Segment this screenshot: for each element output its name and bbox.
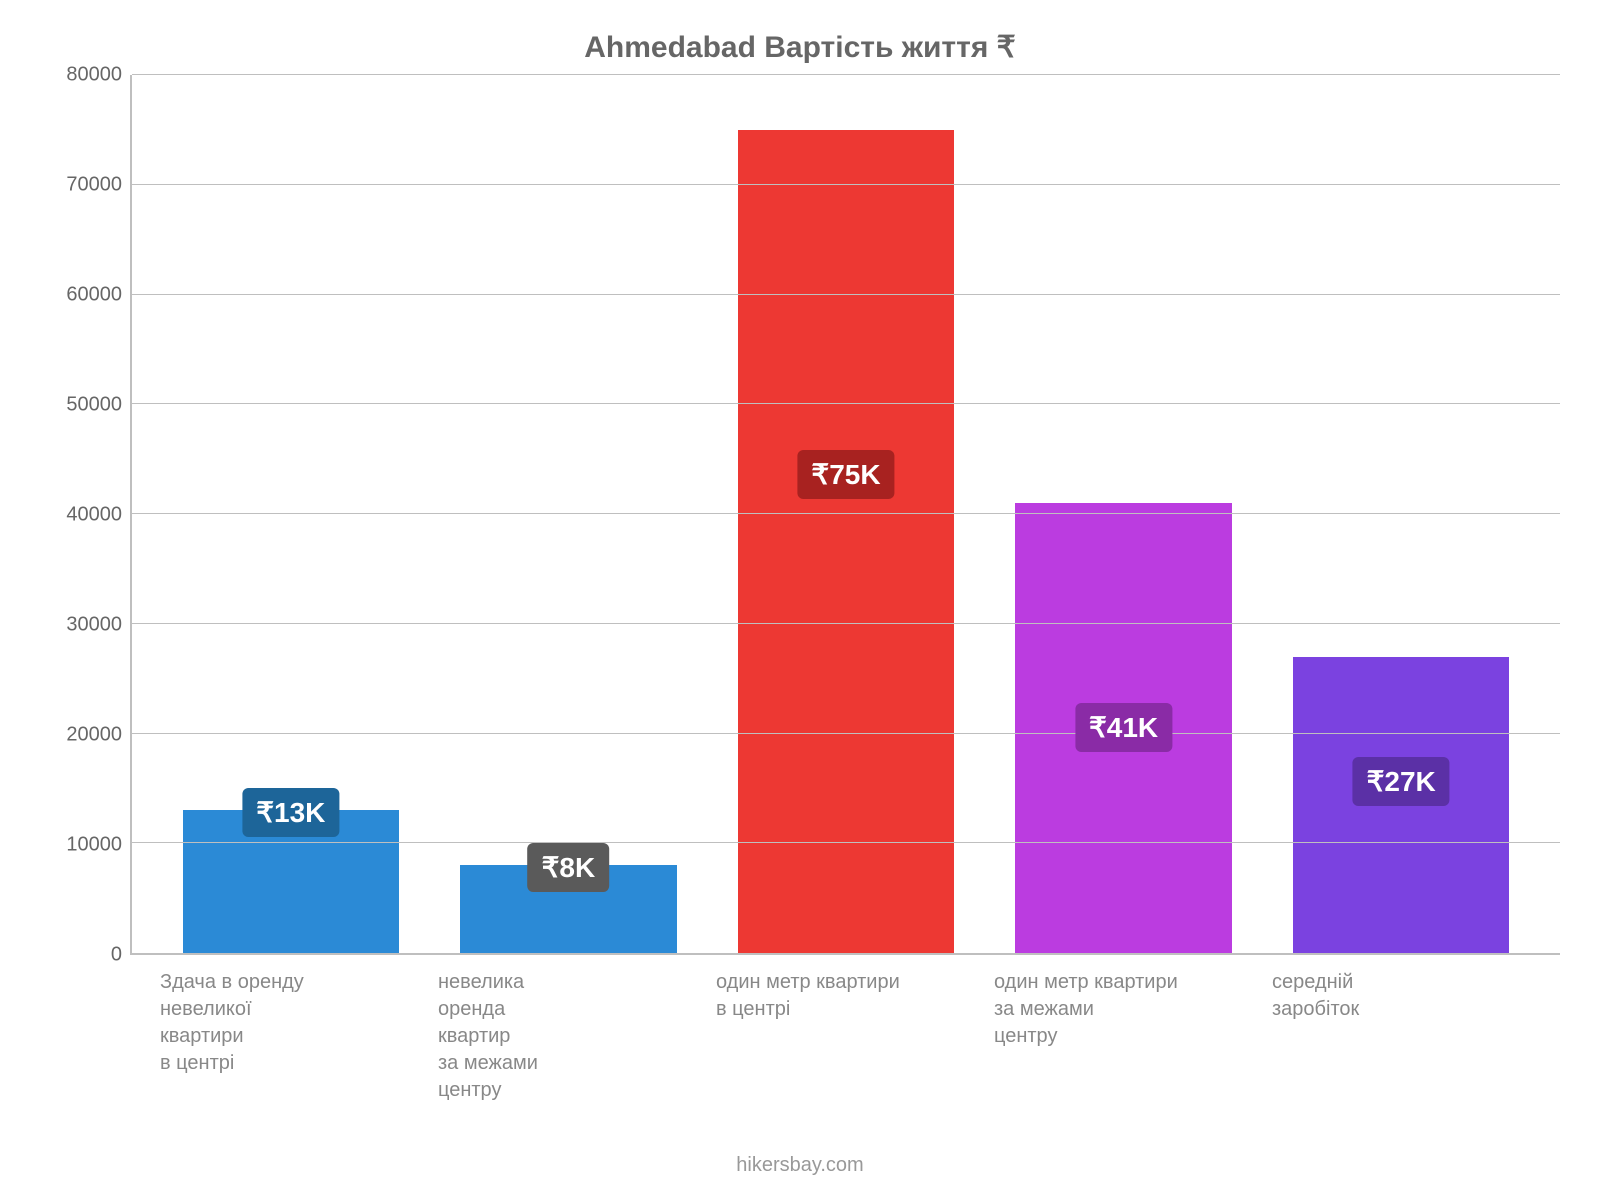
x-category-label: один метр квартири за межами центру [994, 969, 1194, 1050]
y-axis: 0100002000030000400005000060000700008000… [40, 75, 130, 955]
chart-title: Ahmedabad Вартість життя ₹ [40, 30, 1560, 65]
x-category-label: Здача в оренду невеликої квартири в цент… [160, 969, 360, 1077]
bar-value-label: ₹27K [1353, 757, 1450, 806]
y-tick-label: 40000 [42, 504, 122, 527]
y-tick-label: 20000 [42, 724, 122, 747]
bar-value-label: ₹13K [242, 788, 339, 837]
gridline [132, 513, 1560, 514]
footer-credit: hikersbay.com [40, 1154, 1560, 1177]
x-category-label: середній заробіток [1272, 969, 1472, 1023]
bar-value-label: ₹41K [1075, 703, 1172, 752]
gridline [132, 184, 1560, 185]
plot-area: ₹13K ₹8K ₹75K ₹41K ₹27K [130, 75, 1560, 955]
x-slot: невелика оренда квартир за межами центру [428, 969, 706, 1104]
plot-row: 0100002000030000400005000060000700008000… [40, 75, 1560, 955]
gridline [132, 294, 1560, 295]
bar-slot: ₹8K [430, 75, 708, 953]
bar: ₹75K [738, 130, 955, 953]
x-slot: один метр квартири в центрі [706, 969, 984, 1104]
bars-layer: ₹13K ₹8K ₹75K ₹41K ₹27K [132, 75, 1560, 953]
gridline [132, 733, 1560, 734]
bar-value-label: ₹75K [797, 450, 894, 499]
y-tick-label: 50000 [42, 394, 122, 417]
x-category-label: невелика оренда квартир за межами центру [438, 969, 638, 1104]
y-tick-label: 80000 [42, 64, 122, 87]
bar: ₹27K [1293, 657, 1510, 953]
gridline [132, 403, 1560, 404]
x-axis: Здача в оренду невеликої квартири в цент… [40, 969, 1560, 1104]
bar: ₹13K [183, 810, 400, 953]
y-tick-label: 10000 [42, 834, 122, 857]
gridline [132, 74, 1560, 75]
x-slot: один метр квартири за межами центру [984, 969, 1262, 1104]
bar-slot: ₹41K [985, 75, 1263, 953]
gridline [132, 623, 1560, 624]
bar-slot: ₹13K [152, 75, 430, 953]
y-tick-label: 60000 [42, 284, 122, 307]
bar-slot: ₹75K [707, 75, 985, 953]
bar-slot: ₹27K [1262, 75, 1540, 953]
x-slot: Здача в оренду невеликої квартири в цент… [150, 969, 428, 1104]
bar: ₹8K [460, 865, 677, 953]
y-tick-label: 0 [42, 944, 122, 967]
x-category-label: один метр квартири в центрі [716, 969, 916, 1023]
gridline [132, 842, 1560, 843]
y-tick-label: 30000 [42, 614, 122, 637]
chart-container: Ahmedabad Вартість життя ₹ 0 10000 20000 30… [0, 0, 1600, 1200]
bar: ₹41K [1015, 503, 1232, 953]
y-tick-label: 70000 [42, 174, 122, 197]
bar-value-label: ₹8K [528, 843, 610, 892]
x-slot: середній заробіток [1262, 969, 1540, 1104]
